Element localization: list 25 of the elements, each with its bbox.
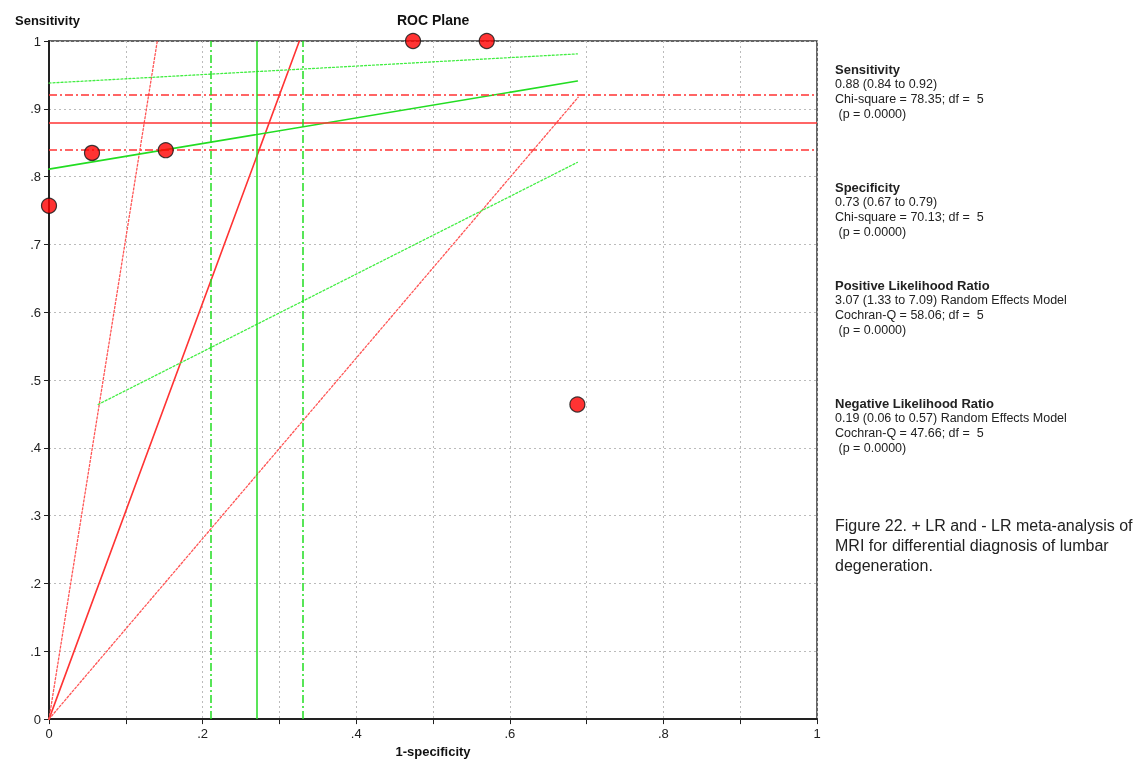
- y-tick-label: .8: [30, 169, 41, 185]
- x-tick-label: .4: [350, 726, 362, 742]
- y-tick-label: .7: [30, 236, 41, 252]
- caption: Figure 22. + LR and - LR meta-analysis of MRI for differential diagnosis of lumbar degeneration.: [835, 516, 1134, 576]
- y-tick-label: 1: [33, 33, 41, 49]
- text: Negative Likelihood Ratio 0.19 (0.06 to 0.57) Random Effects Model Cochran-Q = 47.66; df = 5 (p = 0.0000): [835, 396, 1067, 456]
- y-tick-label: .1: [30, 643, 41, 659]
- x-tick-label: 0: [45, 726, 53, 742]
- y-axis-title: Sensitivity: [15, 13, 81, 28]
- x-axis-title: 1-specificity: [395, 744, 472, 759]
- x-tick-label: 1: [813, 726, 821, 742]
- y-tick-label: .6: [30, 304, 41, 320]
- y-tick-label: .2: [30, 575, 41, 591]
- text: Positive Likelihood Ratio 3.07 (1.33 to 7.09) Random Effects Model Cochran-Q = 58.06; df = 5 (p = 0.0000): [835, 278, 1067, 338]
- x-tick-label: .6: [504, 726, 516, 742]
- y-tick-label: 0: [33, 711, 41, 727]
- y-tick-label: .5: [30, 372, 41, 388]
- chart-title: ROC Plane: [397, 12, 470, 28]
- x-tick-label: .2: [197, 726, 209, 742]
- x-tick-label: .8: [657, 726, 669, 742]
- y-tick-label: .9: [30, 101, 41, 117]
- text: Specificity 0.73 (0.67 to 0.79) Chi-square = 70.13; df = 5 (p = 0.0000): [835, 180, 984, 240]
- y-tick-label: .3: [30, 508, 41, 524]
- y-tick-label: .4: [30, 440, 41, 456]
- text: Sensitivity 0.88 (0.84 to 0.92) Chi-square = 78.35; df = 5 (p = 0.0000): [835, 62, 984, 122]
